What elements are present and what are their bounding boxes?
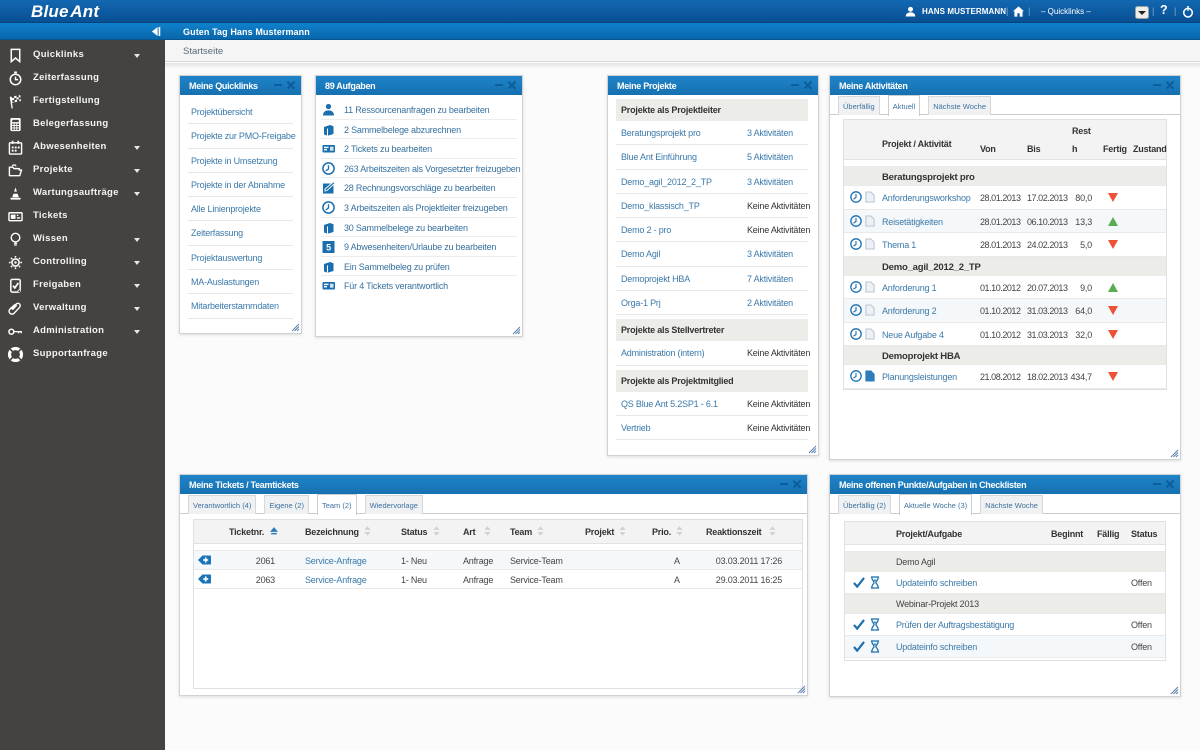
svg-text:5: 5	[326, 243, 331, 253]
